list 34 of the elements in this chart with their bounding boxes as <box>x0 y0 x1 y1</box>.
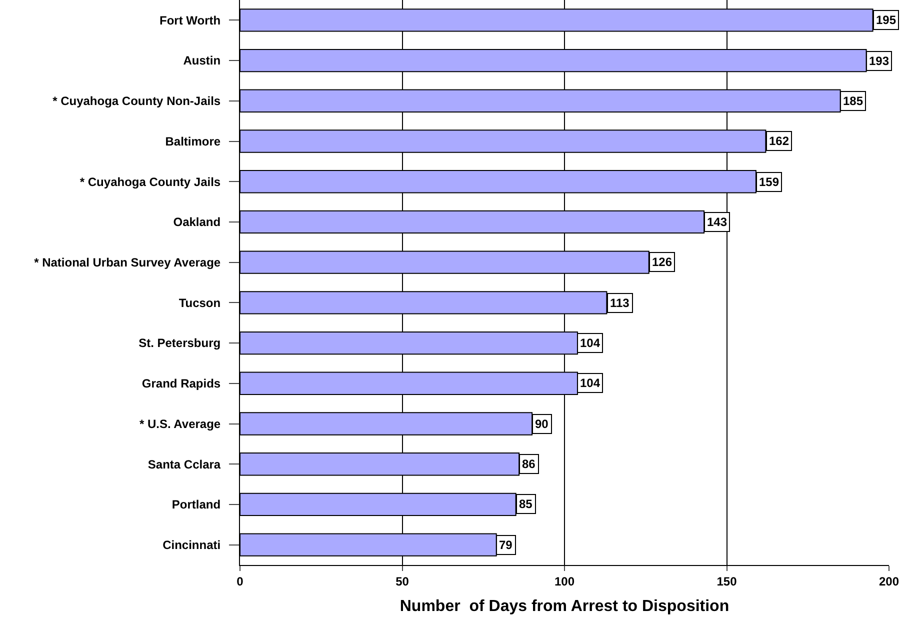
y-tick-label: * National Urban Survey Average <box>34 256 221 270</box>
y-tick-label: Fort Worth <box>159 13 221 28</box>
y-tick-label: Tucson <box>178 296 221 310</box>
x-tick-label: 50 <box>396 574 410 588</box>
data-label: 159 <box>759 175 780 189</box>
x-axis-title: Number of Days from Arrest to Disposition <box>400 598 730 616</box>
data-label: 193 <box>869 54 890 68</box>
y-tick-label: St. Petersburg <box>138 336 221 350</box>
y-tick-label: Oakland <box>173 215 221 230</box>
data-label: 104 <box>580 376 600 390</box>
data-label: 90 <box>535 417 549 431</box>
y-tick-label: * U.S. Average <box>139 416 221 431</box>
data-label: 86 <box>522 457 536 471</box>
y-tick-label: * Cuyahoga County Jails <box>80 174 221 189</box>
y-tick-label: Portland <box>172 498 221 512</box>
data-label: 185 <box>843 94 864 108</box>
y-tick-label: Cincinnati <box>162 538 221 552</box>
x-tick-label: 0 <box>236 574 244 588</box>
data-label: 143 <box>707 215 728 229</box>
y-tick-label: Grand Rapids <box>142 376 221 391</box>
data-label: 195 <box>876 13 896 27</box>
y-tick-label: Austin <box>183 54 221 68</box>
x-tick-label: 150 <box>716 574 738 588</box>
data-label: 126 <box>652 255 672 269</box>
y-tick-label: Baltimore <box>165 134 221 148</box>
data-label: 113 <box>610 296 630 310</box>
x-tick-label: 200 <box>878 574 900 588</box>
data-label: 104 <box>580 336 600 350</box>
data-label: 85 <box>519 497 533 511</box>
y-tick-label: * Cuyahoga County Non-Jails <box>52 94 221 108</box>
y-tick-label: Santa Cclara <box>148 457 221 472</box>
x-tick-label: 100 <box>554 574 575 588</box>
data-label: 162 <box>769 134 790 148</box>
data-label: 79 <box>499 538 513 552</box>
